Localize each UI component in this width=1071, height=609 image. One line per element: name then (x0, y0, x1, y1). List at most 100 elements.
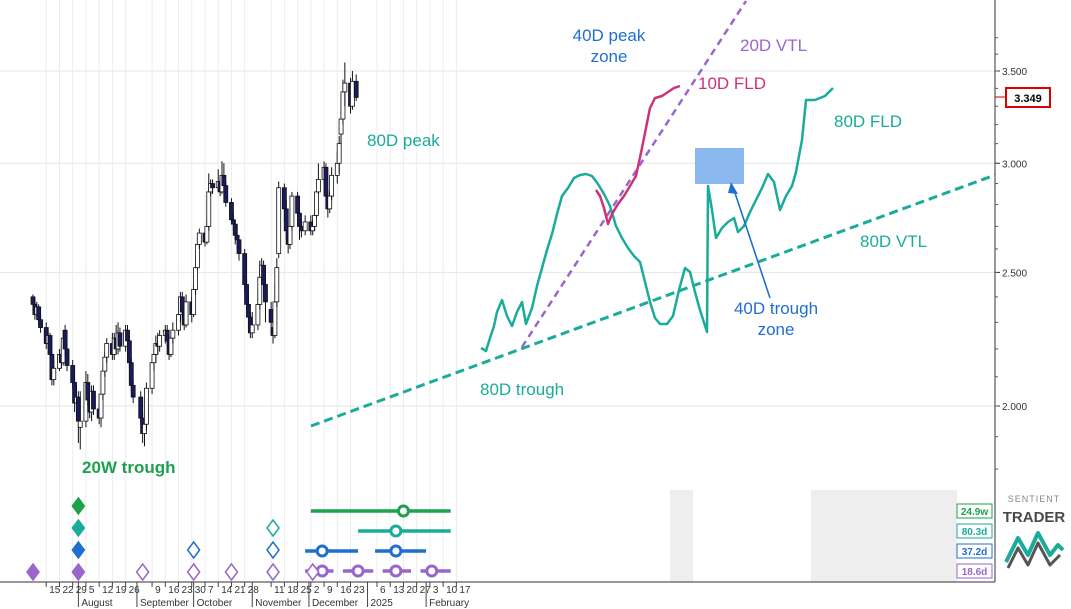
cycle-diamond (71, 540, 86, 560)
x-tick-label: 6 (380, 585, 386, 596)
x-tick-label: 12 (102, 585, 114, 596)
cycle-diamond (71, 496, 86, 516)
candle (170, 322, 176, 344)
candle-body (170, 329, 176, 339)
x-tick-label: 28 (248, 585, 260, 596)
candle (249, 312, 255, 339)
month-label: December (312, 598, 359, 609)
month-label: August (81, 598, 112, 609)
candle-body (353, 80, 359, 98)
candle (130, 379, 136, 404)
month-dividers: August September October November December 20… (77, 582, 469, 609)
candle (38, 314, 43, 333)
annot-80d-peak: 80D peak (367, 131, 440, 150)
candle-body (104, 343, 110, 358)
annot-40d-trough-arrowhead (728, 182, 738, 194)
annot-10d-fld: 10D FLD (698, 74, 766, 93)
candle-body (249, 324, 255, 334)
x-tick-label: 3 (433, 585, 439, 596)
candle-body (64, 348, 70, 366)
y-tick-label: 3.500 (1002, 67, 1027, 78)
cycle-diamond (266, 562, 280, 582)
candle-body (183, 301, 189, 326)
cycle-diamond (305, 562, 320, 582)
candle-body (276, 187, 282, 254)
last-price-badge: 3.349 (995, 87, 1051, 108)
candles (30, 62, 359, 450)
logo-line2: TRADER (1003, 509, 1066, 526)
y-tick-label: 2.000 (1002, 402, 1027, 413)
x-tick-label: 21 (234, 585, 246, 596)
x-tick-label: 9 (155, 585, 161, 596)
candle-body (302, 221, 308, 232)
cycle-diamond (71, 518, 86, 538)
cycle-line-marker (389, 524, 403, 538)
cycle-label-box (956, 563, 993, 579)
candle-body (157, 335, 163, 347)
annot-20d-vtl: 20D VTL (740, 36, 807, 55)
candle (302, 215, 308, 236)
candle (223, 181, 229, 207)
candle-body (329, 174, 335, 197)
month-label: October (197, 598, 233, 609)
candle-body (314, 191, 319, 216)
annotations: 20W trough 80D peak 40D peak zone 20D VT… (82, 26, 927, 477)
vtl-80d-line (310, 173, 996, 428)
month-label: February (429, 598, 469, 609)
candle-body (77, 420, 83, 428)
x-tick-label: 13 (393, 585, 405, 596)
month-label: November (255, 598, 302, 609)
annot-40d-trough-line1: 40D trough (734, 299, 818, 318)
candle-body (206, 191, 212, 227)
cycle-diamond (135, 562, 150, 582)
x-tick-label: 29 (76, 585, 88, 596)
cycle-line-marker (389, 544, 403, 558)
cycle-markers (26, 496, 320, 582)
cycle-line-marker (425, 564, 439, 578)
cycle-label: 24.9w (961, 507, 988, 518)
candle (289, 191, 295, 231)
cycle-label: 37.2d (962, 547, 988, 558)
trendlines (310, 0, 996, 428)
cycle-diamond (266, 518, 280, 538)
cycle-label-box (956, 543, 993, 559)
x-tick-label: 16 (340, 585, 352, 596)
candle-body (193, 267, 198, 290)
candle (263, 277, 268, 323)
candle-body (236, 239, 242, 254)
cycle-diamond (186, 562, 201, 582)
x-tick-label: 5 (89, 585, 95, 596)
x-tick-label: 30 (195, 585, 207, 596)
fld-10d-line (594, 84, 681, 226)
candle-body (38, 319, 43, 328)
x-tick-label: 9 (327, 585, 333, 596)
month-label: September (140, 598, 190, 609)
month-label: 2025 (371, 598, 394, 609)
x-tick-label: 22 (62, 585, 74, 596)
x-tick-label: 14 (221, 585, 233, 596)
candle (236, 235, 242, 261)
cycle-line-marker (351, 564, 365, 578)
candle (77, 391, 83, 450)
candle-body (210, 183, 215, 189)
candle (329, 167, 335, 201)
candle-body (336, 143, 342, 164)
candle-body (130, 385, 136, 398)
candle-body (342, 82, 348, 93)
candle-body (196, 232, 202, 245)
candle (274, 258, 280, 307)
candle (143, 382, 149, 431)
trough-40d-zone-box (695, 148, 744, 184)
cycle-label: 18.6d (962, 567, 988, 578)
annot-40d-peak-line1: 40D peak (573, 26, 646, 45)
sentient-trader-logo: SENTIENT TRADER (1003, 494, 1066, 569)
x-tick-label: 18 (287, 585, 299, 596)
x-tick-label: 17 (459, 585, 471, 596)
cycle-line-marker (396, 504, 410, 518)
x-tick-label: 26 (129, 585, 141, 596)
y-tick-label: 2.500 (1002, 268, 1027, 279)
candle-body (223, 185, 229, 203)
cycle-diamond (71, 562, 86, 582)
annot-40d-peak-line2: zone (591, 47, 628, 66)
x-tick-label: 19 (115, 585, 127, 596)
